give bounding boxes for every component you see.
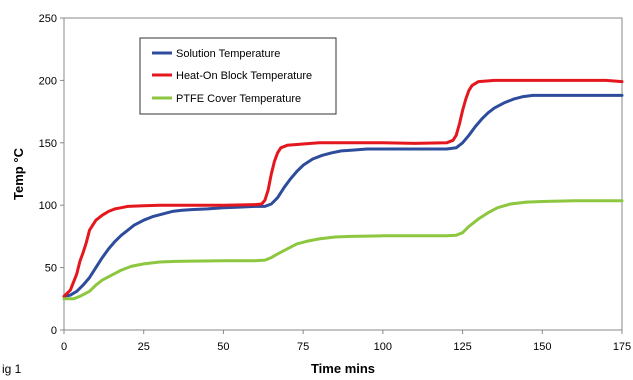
y-tick-label: 0 [51, 325, 57, 337]
x-tick-label: 175 [613, 341, 631, 353]
series-line-solution-temperature [62, 93, 624, 298]
x-axis: 0 25 50 75 100 125 150 175 [61, 330, 631, 353]
x-tick-label: 75 [297, 341, 309, 353]
y-axis: 0 50 100 150 200 250 [39, 13, 64, 337]
figure-label: ig 1 [2, 362, 22, 376]
legend: Solution Temperature Heat-On Block Tempe… [139, 37, 337, 115]
legend-label-ptfe: PTFE Cover Temperature [176, 93, 301, 105]
legend-label-solution: Solution Temperature [176, 48, 280, 60]
x-tick-label: 0 [61, 341, 67, 353]
series-layer [62, 78, 624, 301]
x-tick-label: 50 [217, 341, 229, 353]
y-axis-title: Temp °C [11, 147, 26, 200]
y-tick-label: 150 [39, 138, 57, 150]
y-tick-label: 50 [45, 263, 57, 275]
x-tick-label: 25 [138, 341, 150, 353]
series-line-heat-on-block-temperature [62, 78, 624, 298]
y-tick-label: 100 [39, 200, 57, 212]
x-axis-title: Time mins [311, 361, 375, 376]
y-tick-label: 200 [39, 75, 57, 87]
x-tick-label: 100 [374, 341, 392, 353]
legend-box [139, 37, 337, 115]
x-tick-label: 125 [453, 341, 471, 353]
legend-label-block: Heat-On Block Temperature [176, 70, 312, 82]
series-line-ptfe-cover-temperature [62, 199, 624, 301]
y-tick-label: 250 [39, 13, 57, 25]
x-tick-label: 150 [533, 341, 551, 353]
